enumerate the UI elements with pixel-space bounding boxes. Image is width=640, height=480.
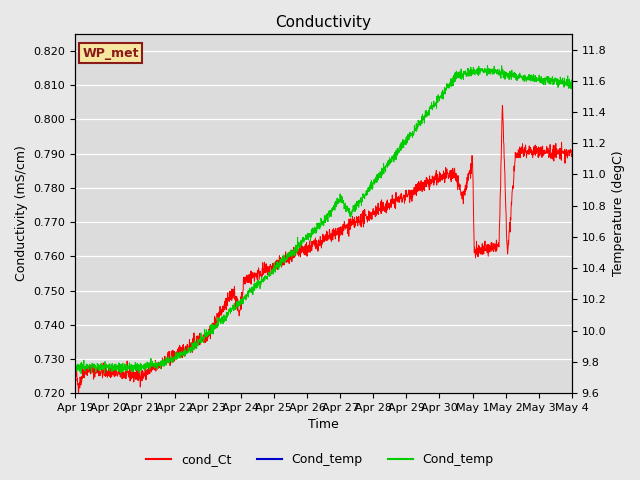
- Y-axis label: Temperature (degC): Temperature (degC): [612, 151, 625, 276]
- Y-axis label: Conductivity (mS/cm): Conductivity (mS/cm): [15, 145, 28, 281]
- Title: Conductivity: Conductivity: [276, 15, 372, 30]
- Text: WP_met: WP_met: [83, 47, 139, 60]
- Legend: cond_Ct, Cond_temp, Cond_temp: cond_Ct, Cond_temp, Cond_temp: [141, 448, 499, 471]
- X-axis label: Time: Time: [308, 419, 339, 432]
